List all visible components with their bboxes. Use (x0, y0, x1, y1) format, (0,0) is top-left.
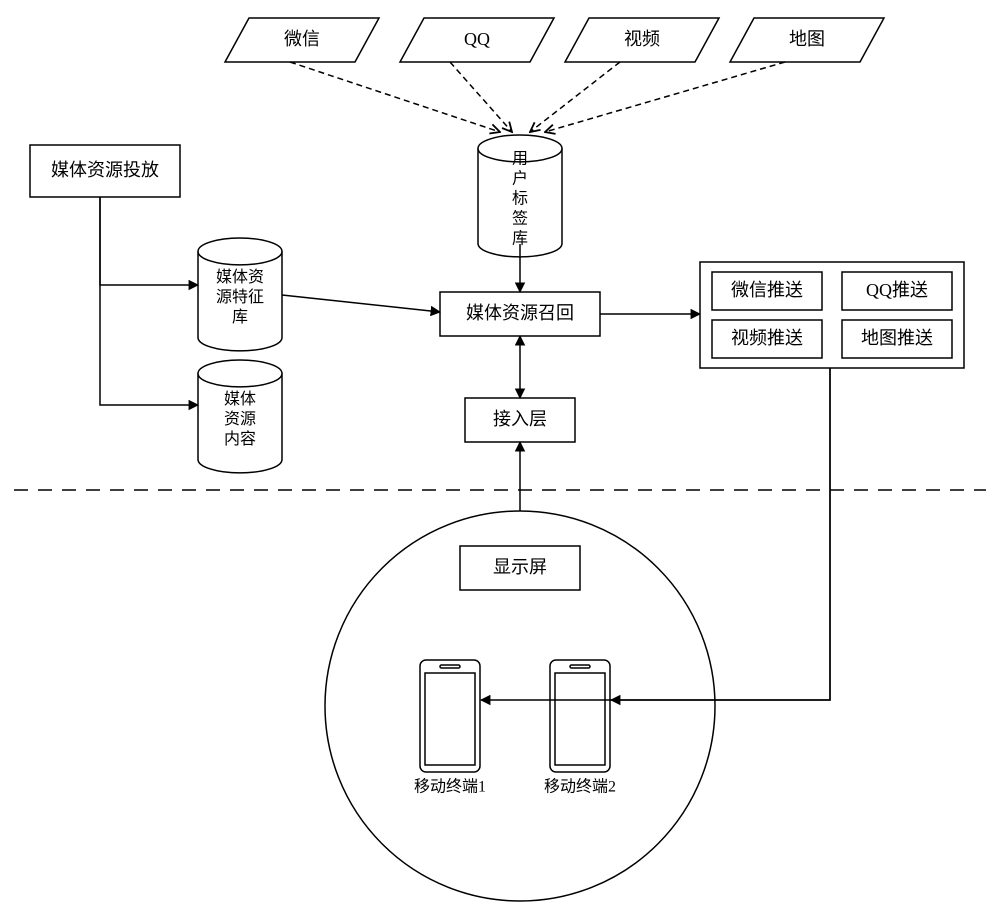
svg-text:微信推送: 微信推送 (731, 280, 803, 300)
svg-text:用: 用 (512, 151, 528, 168)
svg-text:显示屏: 显示屏 (493, 557, 547, 577)
svg-text:媒体: 媒体 (224, 390, 256, 408)
svg-text:QQ: QQ (464, 29, 490, 49)
svg-text:移动终端2: 移动终端2 (544, 778, 616, 796)
svg-text:地图推送: 地图推送 (861, 328, 933, 348)
svg-text:微信: 微信 (284, 29, 320, 49)
svg-text:QQ推送: QQ推送 (866, 280, 928, 300)
phone-1 (420, 660, 480, 772)
svg-text:库: 库 (232, 308, 248, 326)
svg-text:接入层: 接入层 (493, 409, 547, 429)
svg-text:标: 标 (512, 190, 528, 208)
svg-text:户: 户 (512, 170, 528, 188)
svg-text:视频推送: 视频推送 (731, 328, 803, 348)
svg-text:媒体资源召回: 媒体资源召回 (466, 303, 574, 323)
svg-text:地图: 地图 (789, 29, 825, 49)
svg-text:移动终端1: 移动终端1 (414, 778, 486, 796)
svg-text:资源: 资源 (224, 410, 256, 428)
svg-text:内容: 内容 (224, 430, 256, 448)
svg-text:媒体资源投放: 媒体资源投放 (51, 160, 159, 180)
svg-text:签: 签 (512, 210, 528, 228)
svg-text:媒体资: 媒体资 (216, 268, 264, 286)
phone-2 (550, 660, 610, 772)
svg-text:源特征: 源特征 (216, 288, 264, 306)
svg-text:视频: 视频 (624, 29, 660, 49)
